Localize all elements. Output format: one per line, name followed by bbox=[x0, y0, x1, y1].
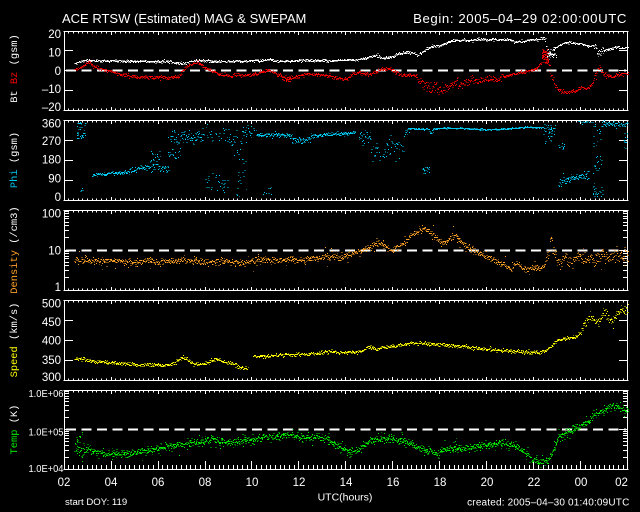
svg-text:02: 02 bbox=[615, 477, 628, 489]
svg-text:100: 100 bbox=[42, 208, 61, 220]
svg-text:(gsm): (gsm) bbox=[9, 34, 21, 65]
svg-text:0: 0 bbox=[55, 192, 61, 204]
svg-text:02: 02 bbox=[58, 477, 71, 489]
svg-text:90: 90 bbox=[48, 174, 61, 186]
svg-text:16: 16 bbox=[387, 477, 400, 489]
svg-text:(K): (K) bbox=[9, 405, 21, 424]
svg-text:06: 06 bbox=[152, 477, 165, 489]
svg-text:10: 10 bbox=[48, 245, 61, 257]
svg-text:1.0E+04: 1.0E+04 bbox=[29, 463, 64, 475]
svg-text:UTC(hours): UTC(hours) bbox=[318, 492, 373, 504]
svg-text:(km/s): (km/s) bbox=[9, 303, 21, 340]
svg-text:Phi: Phi bbox=[9, 169, 21, 188]
svg-text:12: 12 bbox=[293, 477, 306, 489]
svg-text:Temp: Temp bbox=[9, 430, 21, 455]
svg-text:14: 14 bbox=[340, 477, 353, 489]
svg-text:10: 10 bbox=[246, 477, 259, 489]
svg-text:–10: –10 bbox=[42, 84, 61, 96]
svg-text:start DOY: 119: start DOY: 119 bbox=[65, 497, 127, 508]
svg-text:400: 400 bbox=[42, 335, 61, 347]
svg-text:04: 04 bbox=[105, 477, 118, 489]
svg-text:00: 00 bbox=[575, 477, 588, 489]
svg-text:created: 2005–04–30 01:40:09UT: created: 2005–04–30 01:40:09UTC bbox=[467, 498, 629, 509]
svg-text:Bt: Bt bbox=[9, 90, 21, 102]
svg-text:450: 450 bbox=[42, 317, 61, 329]
svg-text:500: 500 bbox=[42, 299, 61, 311]
svg-text:10: 10 bbox=[48, 48, 61, 60]
svg-text:Begin: 2005–04–29 02:00:00UTC: Begin: 2005–04–29 02:00:00UTC bbox=[413, 11, 627, 26]
svg-text:0: 0 bbox=[55, 66, 61, 78]
svg-text:20: 20 bbox=[481, 477, 494, 489]
svg-text:180: 180 bbox=[42, 154, 61, 166]
svg-text:ACE RTSW (Estimated) MAG & SWE: ACE RTSW (Estimated) MAG & SWEPAM bbox=[62, 11, 306, 26]
svg-text:Speed: Speed bbox=[9, 346, 21, 377]
svg-text:(gsm): (gsm) bbox=[9, 132, 21, 163]
svg-text:270: 270 bbox=[42, 136, 61, 148]
svg-text:20: 20 bbox=[48, 29, 61, 41]
svg-text:08: 08 bbox=[199, 477, 212, 489]
svg-text:22: 22 bbox=[528, 477, 541, 489]
svg-text:–20: –20 bbox=[42, 102, 61, 114]
svg-text:(/cm3): (/cm3) bbox=[9, 206, 21, 243]
svg-text:Bz: Bz bbox=[9, 72, 21, 84]
svg-text:1.0E+06: 1.0E+06 bbox=[29, 388, 64, 400]
svg-text:360: 360 bbox=[42, 119, 61, 131]
svg-text:350: 350 bbox=[42, 355, 61, 367]
svg-text:18: 18 bbox=[434, 477, 447, 489]
svg-text:1: 1 bbox=[55, 282, 61, 294]
svg-text:300: 300 bbox=[42, 372, 61, 384]
svg-text:Density: Density bbox=[9, 250, 21, 294]
svg-text:1.0E+05: 1.0E+05 bbox=[29, 427, 64, 439]
